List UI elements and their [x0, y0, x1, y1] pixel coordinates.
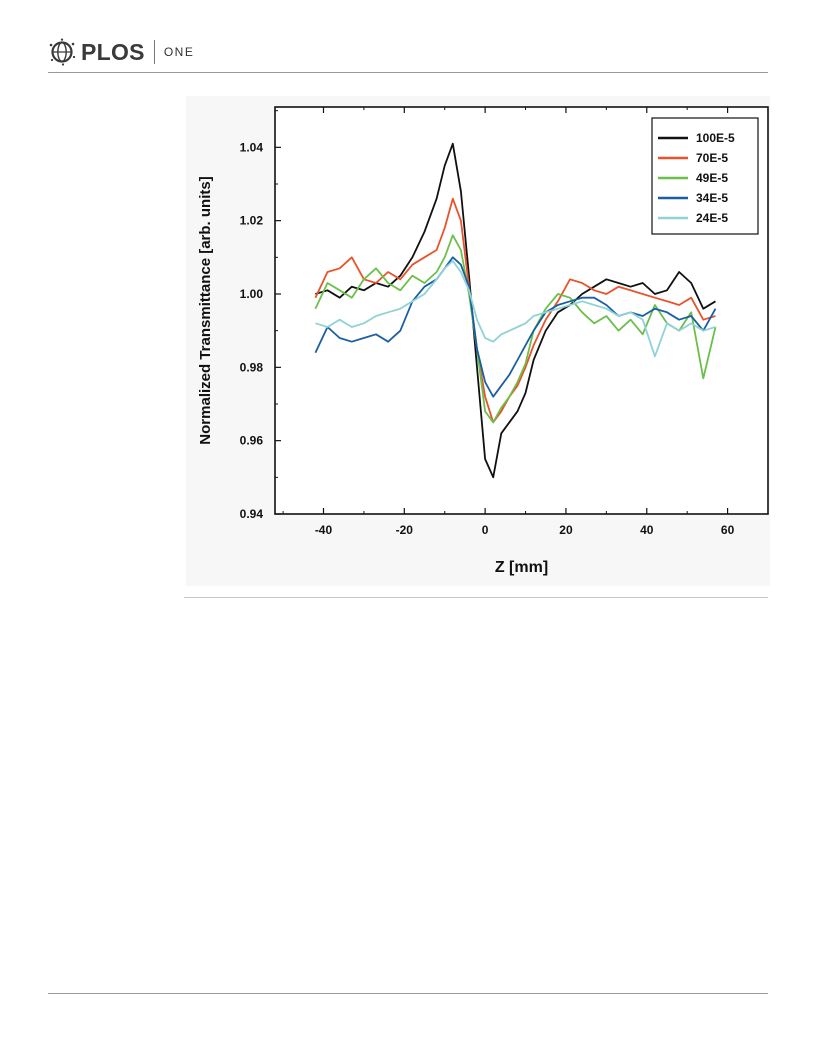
- y-tick-label: 1.00: [240, 287, 264, 301]
- legend-label: 49E-5: [696, 171, 728, 185]
- y-tick-label: 0.98: [240, 360, 264, 374]
- series-line-34E-5: [314, 256, 717, 398]
- series-line-24E-5: [315, 260, 716, 358]
- z-scan-chart: -40 -20 0 20 40 60 0.94 0.96 0.98 1.00 1.02 1.04 Z […: [186, 96, 770, 586]
- logo-divider: [153, 40, 155, 64]
- x-tick-label: 0: [482, 523, 489, 537]
- y-tick-label: 1.02: [240, 214, 264, 228]
- x-tick-label: -40: [315, 523, 333, 537]
- legend-label: 100E-5: [696, 131, 735, 145]
- y-tick-label: 1.04: [240, 140, 264, 154]
- series-line-49E-5: [314, 234, 717, 424]
- plos-globe-icon: [49, 38, 76, 66]
- figure: -40 -20 0 20 40 60 0.94 0.96 0.98 1.00 1.02 1.04 Z […: [186, 96, 770, 586]
- y-tick-label: 0.96: [240, 434, 264, 448]
- y-axis-title: Normalized Transmittance [arb. units]: [197, 176, 214, 444]
- figure-divider: [184, 597, 768, 598]
- series-line-70E-5: [314, 197, 716, 424]
- footer-divider: [48, 993, 768, 994]
- x-tick-label: 40: [640, 523, 654, 537]
- legend-label: 34E-5: [696, 191, 728, 205]
- legend-label: 70E-5: [696, 151, 728, 165]
- y-tick-label: 0.94: [240, 507, 264, 521]
- x-tick-label: 20: [559, 523, 573, 537]
- plos-one-logo[interactable]: PLOS ONE: [48, 34, 194, 70]
- journal-header: PLOS ONE: [48, 34, 768, 70]
- x-tick-label: 60: [721, 523, 735, 537]
- logo-journal-text: ONE: [163, 45, 195, 59]
- x-tick-label: -20: [396, 523, 414, 537]
- legend-label: 24E-5: [696, 211, 728, 225]
- x-axis-title: Z [mm]: [495, 559, 548, 576]
- header-divider: [48, 72, 768, 73]
- logo-brand-text: PLOS: [81, 38, 145, 65]
